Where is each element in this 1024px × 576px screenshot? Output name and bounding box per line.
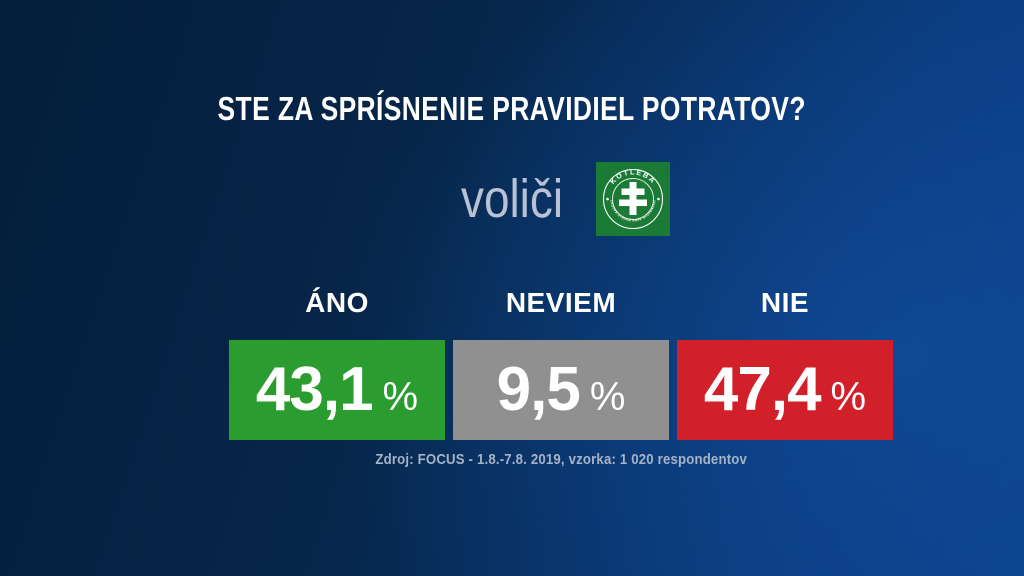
subject-label: voliči — [460, 169, 564, 229]
result-ano-box: 43,1 % — [229, 340, 445, 440]
result-neviem-box: 9,5 % — [453, 340, 669, 440]
result-nie-value: 47,4 — [703, 355, 822, 424]
kotleba-party-logo: KOTLEBA ĽUDOVÁ STRANA NAŠE SLOVENSKO — [596, 162, 671, 236]
result-nie-unit: % — [830, 375, 867, 419]
logo-left-dot — [606, 197, 609, 201]
result-ano: ÁNO 43,1 % — [229, 286, 445, 440]
question-title: STE ZA SPRÍSNENIE PRAVIDIEL POTRATOV? — [0, 90, 1024, 128]
result-nie-value-group: 47,4 % — [704, 359, 866, 421]
result-ano-unit: % — [382, 375, 419, 419]
logo-outer-ring — [602, 168, 664, 230]
source-text: Zdroj: FOCUS - 1.8.-7.8. 2019, vzorka: 1… — [375, 451, 747, 468]
result-nie-box: 47,4 % — [677, 340, 893, 440]
result-ano-label: ÁNO — [305, 287, 369, 318]
double-cross-icon — [619, 182, 648, 215]
result-ano-value: 43,1 — [255, 355, 374, 424]
results-row: ÁNO 43,1 % NEVIEM 9,5 % NI — [229, 286, 893, 440]
poll-content: STE ZA SPRÍSNENIE PRAVIDIEL POTRATOV? vo… — [218, 0, 893, 576]
result-neviem-value-group: 9,5 % — [497, 359, 626, 421]
source-line: Zdroj: FOCUS - 1.8.-7.8. 2019, vzorka: 1… — [229, 451, 893, 468]
question-title-text: STE ZA SPRÍSNENIE PRAVIDIEL POTRATOV? — [217, 90, 807, 127]
logo-inner-ring — [612, 178, 654, 220]
result-nie: NIE 47,4 % — [677, 286, 893, 440]
result-neviem-label: NEVIEM — [505, 287, 617, 318]
result-neviem: NEVIEM 9,5 % — [453, 286, 669, 440]
result-neviem-unit: % — [589, 375, 626, 419]
result-nie-label: NIE — [760, 287, 810, 318]
result-ano-value-group: 43,1 % — [256, 359, 418, 421]
logo-right-dot — [657, 197, 660, 201]
subject-row: voliči KOTLEBA ĽUDOVÁ STRANA NAŠE SLOVEN… — [229, 160, 893, 238]
result-neviem-value: 9,5 — [496, 355, 581, 424]
